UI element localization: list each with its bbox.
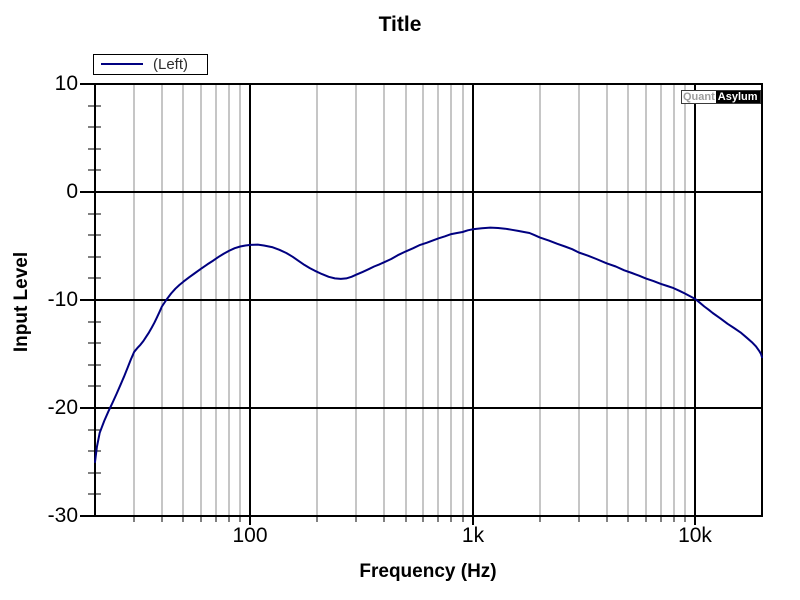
quantasylum-logo: Quant Asylum [681, 90, 761, 104]
logo-asylum-text: Asylum [715, 91, 760, 103]
y-tick-label: 10 [54, 72, 78, 95]
y-tick-label: -10 [47, 288, 78, 311]
chart-title: Title [378, 13, 422, 36]
x-axis-title: Frequency (Hz) [359, 561, 497, 582]
x-tick-label: 100 [232, 524, 268, 547]
legend: (Left) [93, 54, 208, 75]
y-tick-label: 0 [66, 180, 78, 203]
legend-line-swatch [101, 63, 143, 65]
y-tick-label: -30 [47, 504, 78, 527]
legend-label: (Left) [153, 56, 189, 73]
y-axis-title: Input Level [11, 251, 32, 353]
x-tick-label: 1k [461, 524, 485, 547]
y-tick-label: -20 [47, 396, 78, 419]
x-tick-label: 10k [678, 524, 712, 547]
logo-quant-text: Quant [682, 91, 716, 103]
